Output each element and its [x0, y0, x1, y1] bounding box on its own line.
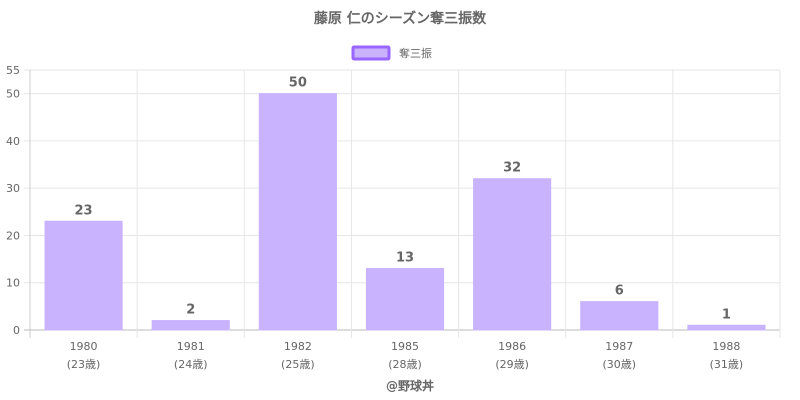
bar[interactable] — [44, 220, 123, 331]
x-tick-sublabel: (31歳) — [710, 358, 744, 371]
x-tick-sublabel: (24歳) — [174, 358, 208, 371]
x-tick-label: 1980 — [70, 340, 98, 353]
y-tick-label: 55 — [6, 64, 20, 77]
x-tick-label: 1982 — [284, 340, 312, 353]
y-tick-label: 40 — [6, 135, 20, 148]
x-tick-label: 1981 — [177, 340, 205, 353]
bar-value-label: 32 — [503, 161, 521, 176]
x-tick-sublabel: (28歳) — [388, 358, 422, 371]
grid — [24, 69, 781, 338]
bar[interactable] — [473, 178, 552, 331]
bar-value-label: 2 — [186, 303, 195, 318]
bar-value-label: 50 — [289, 76, 307, 91]
bar[interactable] — [151, 320, 230, 331]
bar[interactable] — [580, 301, 659, 331]
bar[interactable] — [258, 93, 337, 331]
x-tick-label: 1986 — [498, 340, 526, 353]
x-axis: 1980 (23歳) 1981 (24歳) 1982 (25歳) 1985 (28歳) 1986… — [67, 340, 743, 371]
x-tick-sublabel: (30歳) — [602, 358, 636, 371]
bar-value-label: 1 — [722, 307, 731, 322]
chart-title: 藤原 仁のシーズン奪三振数 — [314, 10, 487, 27]
legend-label: 奪三振 — [399, 46, 432, 60]
bar-value-label: 6 — [615, 284, 624, 299]
x-tick-label: 1988 — [712, 340, 740, 353]
legend-swatch — [351, 45, 391, 61]
source-credit: @野球丼 — [386, 378, 434, 393]
y-tick-label: 0 — [13, 324, 20, 337]
bars — [44, 93, 766, 331]
x-tick-sublabel: (29歳) — [495, 358, 529, 371]
x-tick-sublabel: (25歳) — [281, 358, 315, 371]
x-tick-label: 1985 — [391, 340, 419, 353]
y-tick-label: 30 — [6, 182, 20, 195]
y-tick-label: 10 — [6, 277, 20, 290]
bar[interactable] — [365, 268, 445, 331]
x-tick-label: 1987 — [605, 340, 633, 353]
y-tick-label: 50 — [6, 88, 20, 101]
x-tick-sublabel: (23歳) — [67, 358, 101, 371]
y-axis: 0 10 20 30 40 50 55 — [6, 64, 20, 337]
bar-value-label: 13 — [396, 251, 414, 266]
bar[interactable] — [687, 324, 766, 331]
legend[interactable]: 奪三振 — [351, 45, 432, 61]
y-tick-label: 20 — [6, 229, 20, 242]
data-labels: 23 2 50 13 32 6 1 — [75, 76, 731, 323]
bar-value-label: 23 — [75, 203, 93, 218]
